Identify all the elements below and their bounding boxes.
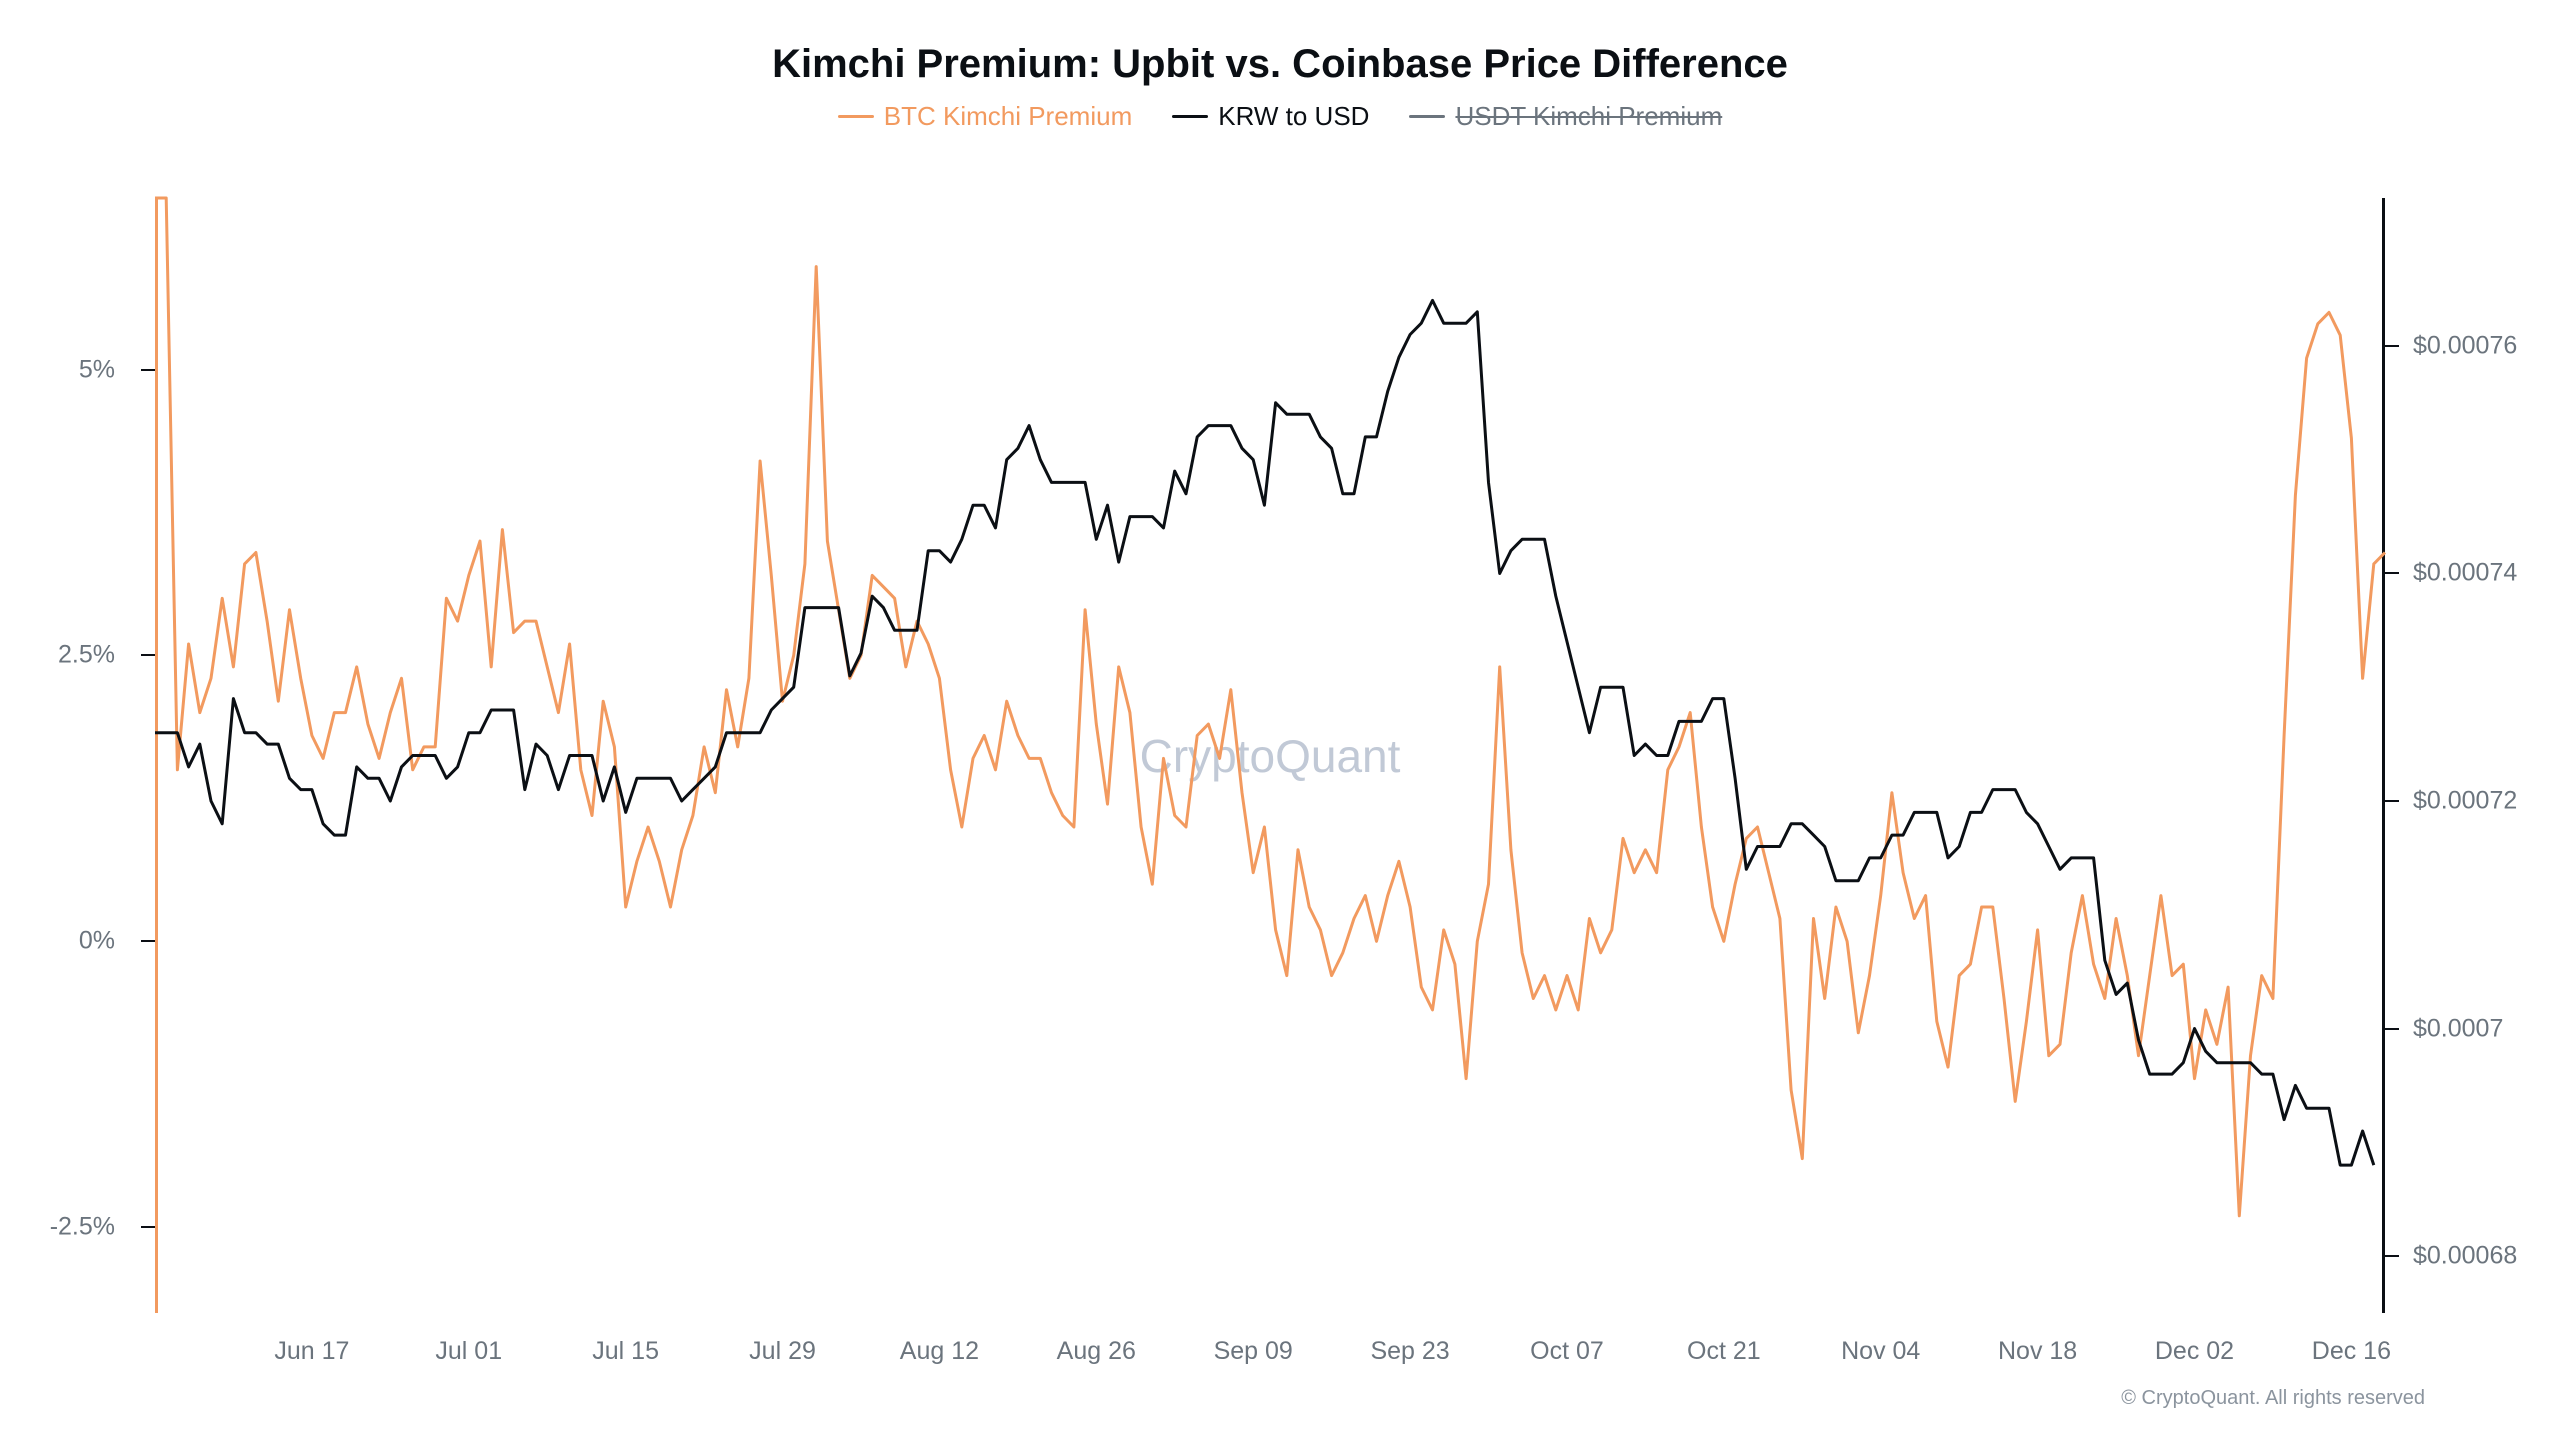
legend-label: KRW to USD xyxy=(1218,101,1369,132)
legend-label: BTC Kimchi Premium xyxy=(884,101,1132,132)
chart-title: Kimchi Premium: Upbit vs. Coinbase Price… xyxy=(0,0,2560,87)
legend-item[interactable]: KRW to USD xyxy=(1172,101,1369,132)
x-tick: Sep 09 xyxy=(1214,1337,1293,1366)
x-tick: Jul 01 xyxy=(435,1337,502,1366)
y-right-tick: $0.00072 xyxy=(2413,787,2517,816)
y-right-tick-mark xyxy=(2385,800,2399,802)
y-left-tick: 5% xyxy=(5,355,115,384)
legend: BTC Kimchi Premium KRW to USD USDT Kimchi … xyxy=(0,101,2560,132)
x-tick: Jul 15 xyxy=(592,1337,659,1366)
y-right-tick: $0.00068 xyxy=(2413,1242,2517,1271)
y-right-tick-mark xyxy=(2385,345,2399,347)
legend-swatch xyxy=(838,115,874,118)
plot-area: CryptoQuant -2.5%0%2.5%5%$0.00068$0.0007… xyxy=(155,198,2385,1313)
legend-swatch xyxy=(1172,115,1208,118)
y-right-tick: $0.0007 xyxy=(2413,1014,2503,1043)
x-tick: Jul 29 xyxy=(749,1337,816,1366)
legend-label: USDT Kimchi Premium xyxy=(1455,101,1722,132)
legend-item[interactable]: BTC Kimchi Premium xyxy=(838,101,1132,132)
x-tick: Dec 16 xyxy=(2312,1337,2391,1366)
y-left-tick: 0% xyxy=(5,927,115,956)
y-left-tick-mark xyxy=(141,654,155,656)
y-left-tick: -2.5% xyxy=(5,1213,115,1242)
x-tick: Aug 26 xyxy=(1057,1337,1136,1366)
x-tick: Aug 12 xyxy=(900,1337,979,1366)
y-left-tick-mark xyxy=(141,369,155,371)
legend-item[interactable]: USDT Kimchi Premium xyxy=(1409,101,1722,132)
y-right-tick-mark xyxy=(2385,1255,2399,1257)
y-left-tick-mark xyxy=(141,940,155,942)
x-tick: Jun 17 xyxy=(274,1337,349,1366)
x-tick: Oct 21 xyxy=(1687,1337,1761,1366)
y-right-tick: $0.00076 xyxy=(2413,331,2517,360)
series-btc-kimchi-premium xyxy=(155,198,2385,1216)
copyright-text: © CryptoQuant. All rights reserved xyxy=(2065,1387,2425,1410)
x-tick: Nov 04 xyxy=(1841,1337,1920,1366)
y-right-tick-mark xyxy=(2385,572,2399,574)
chart-container: Kimchi Premium: Upbit vs. Coinbase Price… xyxy=(0,0,2560,1440)
x-tick: Oct 07 xyxy=(1530,1337,1604,1366)
x-tick: Sep 23 xyxy=(1370,1337,1449,1366)
legend-swatch xyxy=(1409,115,1445,118)
x-tick: Nov 18 xyxy=(1998,1337,2077,1366)
series-krw-usd xyxy=(155,300,2374,1165)
y-left-tick: 2.5% xyxy=(5,641,115,670)
x-tick: Dec 02 xyxy=(2155,1337,2234,1366)
y-left-tick-mark xyxy=(141,1226,155,1228)
y-right-tick-mark xyxy=(2385,1028,2399,1030)
y-right-tick: $0.00074 xyxy=(2413,559,2517,588)
series-layer xyxy=(155,198,2385,1313)
